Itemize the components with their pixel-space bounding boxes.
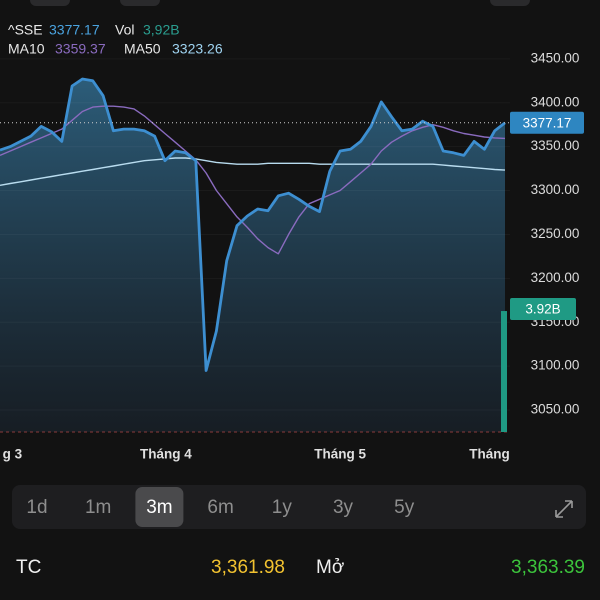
line-ma10 <box>0 105 506 255</box>
price-tag-bg <box>510 111 584 134</box>
range-button[interactable]: 6m <box>207 497 233 518</box>
stat-label: TC <box>16 557 41 578</box>
stat-value: 3,361.98 <box>211 557 285 578</box>
legend-name: MA50 <box>124 41 161 57</box>
range-button[interactable]: 1d <box>26 497 47 518</box>
y-tick-label: 3200.00 <box>531 270 580 285</box>
legend-name: MA10 <box>8 41 45 57</box>
x-tick-label: Tháng 4 <box>140 447 192 462</box>
volume-tag-bg <box>510 298 576 321</box>
volume-bar <box>501 311 507 432</box>
symbol: ^SSE <box>8 22 43 38</box>
y-tick-label: 3050.00 <box>531 402 580 417</box>
vol: 3,92B <box>143 22 180 38</box>
price-tag: 3377.17 <box>523 115 572 130</box>
tab[interactable] <box>490 0 530 6</box>
legend-value: 3359.37 <box>55 41 106 57</box>
y-tick-label: 3450.00 <box>531 50 580 65</box>
x-tick-label: Tháng <box>469 447 510 462</box>
range-button[interactable]: 3m <box>146 497 172 518</box>
y-tick-label: 3300.00 <box>531 182 580 197</box>
stat-label: Mở <box>316 557 344 578</box>
volume-tag: 3.92B <box>525 302 560 317</box>
tab[interactable] <box>120 0 160 6</box>
price: 3377.17 <box>49 22 100 38</box>
x-tick-label: Tháng 5 <box>314 447 366 462</box>
line-ma50 <box>0 157 506 186</box>
range-button[interactable]: 5y <box>394 497 415 518</box>
y-tick-label: 3100.00 <box>531 358 580 373</box>
stat-value: 3,363.39 <box>511 557 585 578</box>
price-area <box>0 79 505 433</box>
tab[interactable] <box>30 0 70 6</box>
y-tick-label: 3250.00 <box>531 226 580 241</box>
expand-icon[interactable] <box>555 500 573 518</box>
vol-label: Vol <box>115 22 134 38</box>
range-button[interactable]: 1y <box>272 497 293 518</box>
y-tick-label: 3400.00 <box>531 94 580 109</box>
range-button[interactable]: 1m <box>85 497 111 518</box>
range-button[interactable]: 3y <box>333 497 354 518</box>
range-selected[interactable] <box>135 487 184 527</box>
legend-value: 3323.26 <box>172 41 223 57</box>
x-tick-label: g 3 <box>3 447 23 462</box>
y-tick-label: 3350.00 <box>531 138 580 153</box>
